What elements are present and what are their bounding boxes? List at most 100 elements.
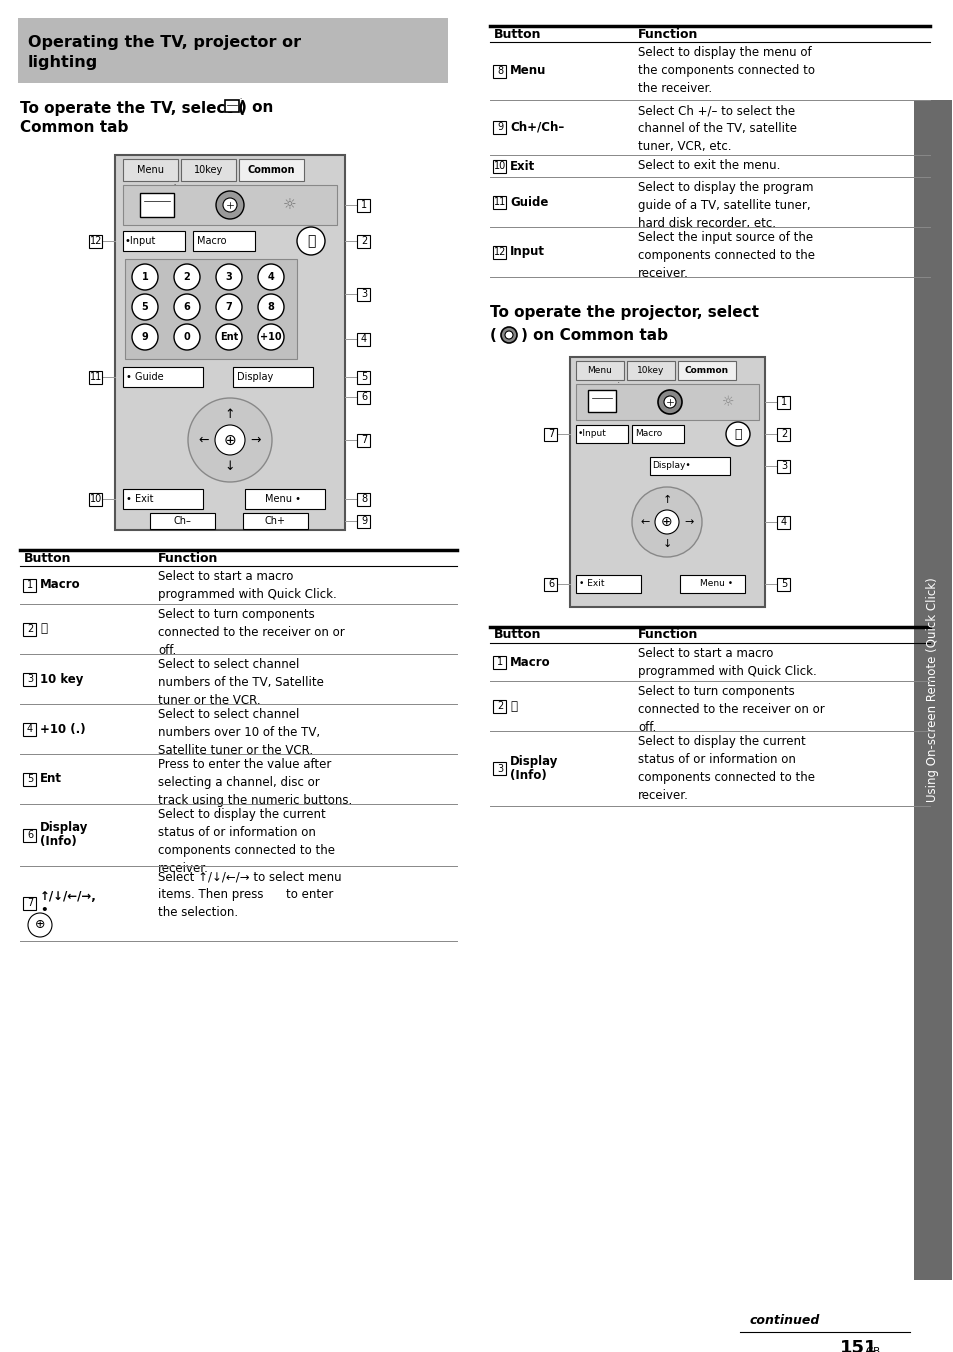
Text: Macro: Macro: [635, 430, 661, 438]
Text: ☼: ☼: [283, 197, 296, 212]
Text: Common: Common: [684, 366, 728, 375]
Text: Function: Function: [638, 629, 698, 641]
Text: (: (: [490, 327, 497, 342]
Text: 6: 6: [27, 830, 33, 840]
Bar: [239, 160, 304, 181]
Circle shape: [132, 293, 158, 320]
Text: Menu: Menu: [510, 65, 546, 77]
Text: 7: 7: [547, 429, 554, 439]
Text: 2: 2: [781, 429, 786, 439]
Text: 8: 8: [360, 493, 367, 504]
Text: Select Ch +/– to select the
channel of the TV, satellite
tuner, VCR, etc.: Select Ch +/– to select the channel of t…: [638, 104, 796, 153]
Circle shape: [257, 324, 284, 350]
Text: Ent: Ent: [219, 333, 238, 342]
Bar: [357, 199, 370, 211]
Bar: [24, 622, 36, 635]
Text: Display: Display: [236, 372, 273, 383]
Circle shape: [188, 397, 272, 483]
Bar: [587, 389, 616, 412]
Circle shape: [28, 913, 52, 937]
Text: Macro: Macro: [40, 579, 81, 592]
Text: 7: 7: [360, 435, 367, 445]
Bar: [777, 515, 790, 529]
Text: Common: Common: [248, 165, 294, 174]
Circle shape: [215, 293, 242, 320]
Bar: [123, 160, 178, 181]
Text: 9: 9: [497, 123, 502, 132]
Text: Button: Button: [494, 27, 541, 41]
Text: Select to turn components
connected to the receiver on or
off.: Select to turn components connected to t…: [158, 608, 344, 657]
Bar: [631, 425, 683, 443]
Bar: [357, 288, 370, 300]
Circle shape: [257, 264, 284, 289]
Circle shape: [725, 422, 749, 446]
Bar: [24, 579, 36, 592]
Text: ↓: ↓: [661, 539, 671, 549]
Circle shape: [215, 191, 244, 219]
Text: Button: Button: [494, 629, 541, 641]
Text: 1: 1: [27, 580, 33, 589]
Circle shape: [173, 264, 200, 289]
Text: continued: continued: [749, 1314, 820, 1326]
Bar: [357, 370, 370, 384]
Bar: [245, 489, 325, 508]
Bar: [181, 160, 235, 181]
Text: ☼: ☼: [721, 395, 734, 410]
Text: To operate the projector, select: To operate the projector, select: [490, 304, 759, 319]
Text: 3: 3: [226, 272, 233, 283]
Circle shape: [500, 327, 517, 343]
Text: Select to start a macro
programmed with Quick Click.: Select to start a macro programmed with …: [638, 648, 816, 677]
Text: • Guide: • Guide: [126, 372, 164, 383]
Text: 10: 10: [90, 493, 102, 504]
Bar: [123, 231, 185, 251]
Text: ⊕: ⊕: [34, 918, 45, 932]
Text: ←: ←: [639, 516, 649, 527]
Text: 5: 5: [360, 372, 367, 383]
Text: Select to display the current
status of or information on
components connected t: Select to display the current status of …: [158, 808, 335, 875]
Text: (Info): (Info): [40, 836, 76, 849]
Text: Menu •: Menu •: [265, 493, 301, 504]
Text: 2: 2: [27, 625, 33, 634]
Bar: [649, 457, 729, 475]
Text: 7: 7: [27, 899, 33, 909]
Bar: [225, 100, 239, 112]
Text: 9: 9: [360, 516, 367, 526]
Text: ↑: ↑: [661, 495, 671, 506]
Text: Guide: Guide: [510, 196, 548, 208]
Text: Display: Display: [510, 754, 558, 768]
Bar: [90, 370, 102, 384]
Text: 1: 1: [497, 657, 502, 667]
Text: Display•: Display•: [651, 461, 690, 470]
Text: 5: 5: [781, 579, 786, 589]
Bar: [125, 260, 296, 360]
Text: Select to select channel
numbers over 10 of the TV,
Satellite tuner or the VCR.: Select to select channel numbers over 10…: [158, 708, 320, 757]
Text: Ch+: Ch+: [264, 516, 285, 526]
Bar: [913, 100, 951, 1280]
Text: To operate the TV, select (: To operate the TV, select (: [20, 100, 245, 115]
Bar: [357, 434, 370, 446]
Text: Select to display the current
status of or information on
components connected t: Select to display the current status of …: [638, 735, 814, 802]
Text: 10key: 10key: [193, 165, 223, 174]
Text: 6: 6: [183, 301, 191, 312]
Text: 4: 4: [27, 725, 33, 734]
Bar: [544, 577, 557, 591]
Text: Display: Display: [40, 822, 89, 834]
Bar: [243, 512, 308, 529]
Text: 10: 10: [494, 161, 506, 170]
Text: Ch–: Ch–: [172, 516, 191, 526]
Text: 10 key: 10 key: [40, 672, 83, 685]
Text: lighting: lighting: [28, 54, 98, 69]
Circle shape: [296, 227, 325, 256]
Bar: [24, 672, 36, 685]
Bar: [576, 361, 623, 380]
Bar: [18, 18, 448, 82]
Text: +10 (.): +10 (.): [40, 722, 86, 735]
Text: 151: 151: [840, 1338, 877, 1352]
Bar: [90, 234, 102, 247]
Text: Select to start a macro
programmed with Quick Click.: Select to start a macro programmed with …: [158, 571, 336, 602]
Text: 3: 3: [497, 764, 502, 773]
Text: 9: 9: [141, 333, 149, 342]
Text: →: →: [251, 434, 261, 446]
Bar: [493, 65, 506, 77]
Bar: [777, 460, 790, 472]
